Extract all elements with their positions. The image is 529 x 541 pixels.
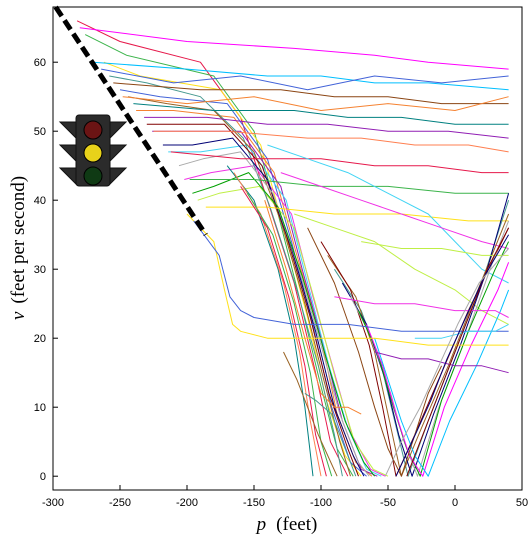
series-line-8 xyxy=(197,185,389,477)
y-tick-label: 60 xyxy=(34,57,46,69)
traffic-light-icon xyxy=(58,114,128,187)
red-lamp xyxy=(83,120,103,140)
y-tick-label: 30 xyxy=(34,264,46,276)
series-line-36 xyxy=(374,289,510,477)
series-line-19 xyxy=(153,130,509,153)
series-line-15 xyxy=(79,27,509,70)
y-axis-unit: (feet per second) xyxy=(8,176,29,304)
series-line-21 xyxy=(189,179,509,194)
plot-frame xyxy=(52,6,523,491)
x-tick-label: -50 xyxy=(380,497,396,509)
series-line-35 xyxy=(366,262,510,477)
series-line-34 xyxy=(358,241,510,477)
series-line-25 xyxy=(144,116,509,139)
x-axis-title: p (feet) xyxy=(255,514,318,535)
series-line-24 xyxy=(122,96,509,111)
x-tick-label: 0 xyxy=(452,497,458,509)
series-line-51 xyxy=(406,227,510,477)
series-line-27 xyxy=(280,172,509,249)
series-layer xyxy=(76,20,510,477)
series-line-22 xyxy=(205,206,509,222)
series-line-42 xyxy=(186,213,509,346)
x-ticks: -300 -250 -200 -150 -100 -50 0 50 xyxy=(42,485,528,509)
series-line-45 xyxy=(374,351,509,374)
series-line-16 xyxy=(93,61,509,91)
series-line-47 xyxy=(334,296,509,318)
series-line-23 xyxy=(101,68,509,91)
y-tick-label: 10 xyxy=(34,402,46,414)
series-line-14 xyxy=(192,172,375,477)
series-line-7 xyxy=(184,165,386,477)
x-tick-label: -150 xyxy=(243,497,265,509)
x-tick-label: -250 xyxy=(109,497,131,509)
series-line-44 xyxy=(264,200,362,415)
series-line-50 xyxy=(283,351,338,477)
series-line-26 xyxy=(267,144,509,284)
y-tick-label: 40 xyxy=(34,195,46,207)
series-line-43 xyxy=(193,220,509,332)
x-tick-label: -200 xyxy=(176,497,198,509)
series-line-53 xyxy=(384,248,509,477)
y-axis-title: v (feet per second) xyxy=(8,176,29,320)
y-tick-label: 50 xyxy=(34,126,46,138)
series-line-17 xyxy=(113,82,509,105)
x-tick-label: 50 xyxy=(516,497,528,509)
series-line-20 xyxy=(170,151,509,174)
y-tick-label: 0 xyxy=(40,471,46,483)
series-line-40 xyxy=(240,186,327,477)
x-tick-label: -100 xyxy=(310,497,332,509)
series-line-46 xyxy=(414,323,509,339)
boundary-layer xyxy=(53,5,208,237)
series-line-12 xyxy=(162,137,365,477)
x-axis-symbol: p xyxy=(255,514,267,535)
y-tick-label: 20 xyxy=(34,333,46,345)
yellow-lamp xyxy=(83,143,103,163)
series-line-18 xyxy=(133,103,509,125)
boundary-line xyxy=(53,5,208,237)
y-axis-symbol: v xyxy=(8,311,29,320)
green-lamp xyxy=(83,166,103,186)
series-line-38 xyxy=(226,165,314,477)
series-line-49 xyxy=(304,392,357,477)
y-ticks: 0 10 20 30 40 50 60 xyxy=(34,57,58,483)
x-axis-unit: (feet) xyxy=(276,514,317,535)
x-tick-label: -300 xyxy=(42,497,64,509)
series-line-48 xyxy=(361,241,509,256)
series-line-3 xyxy=(119,89,367,477)
series-line-37 xyxy=(307,227,443,477)
